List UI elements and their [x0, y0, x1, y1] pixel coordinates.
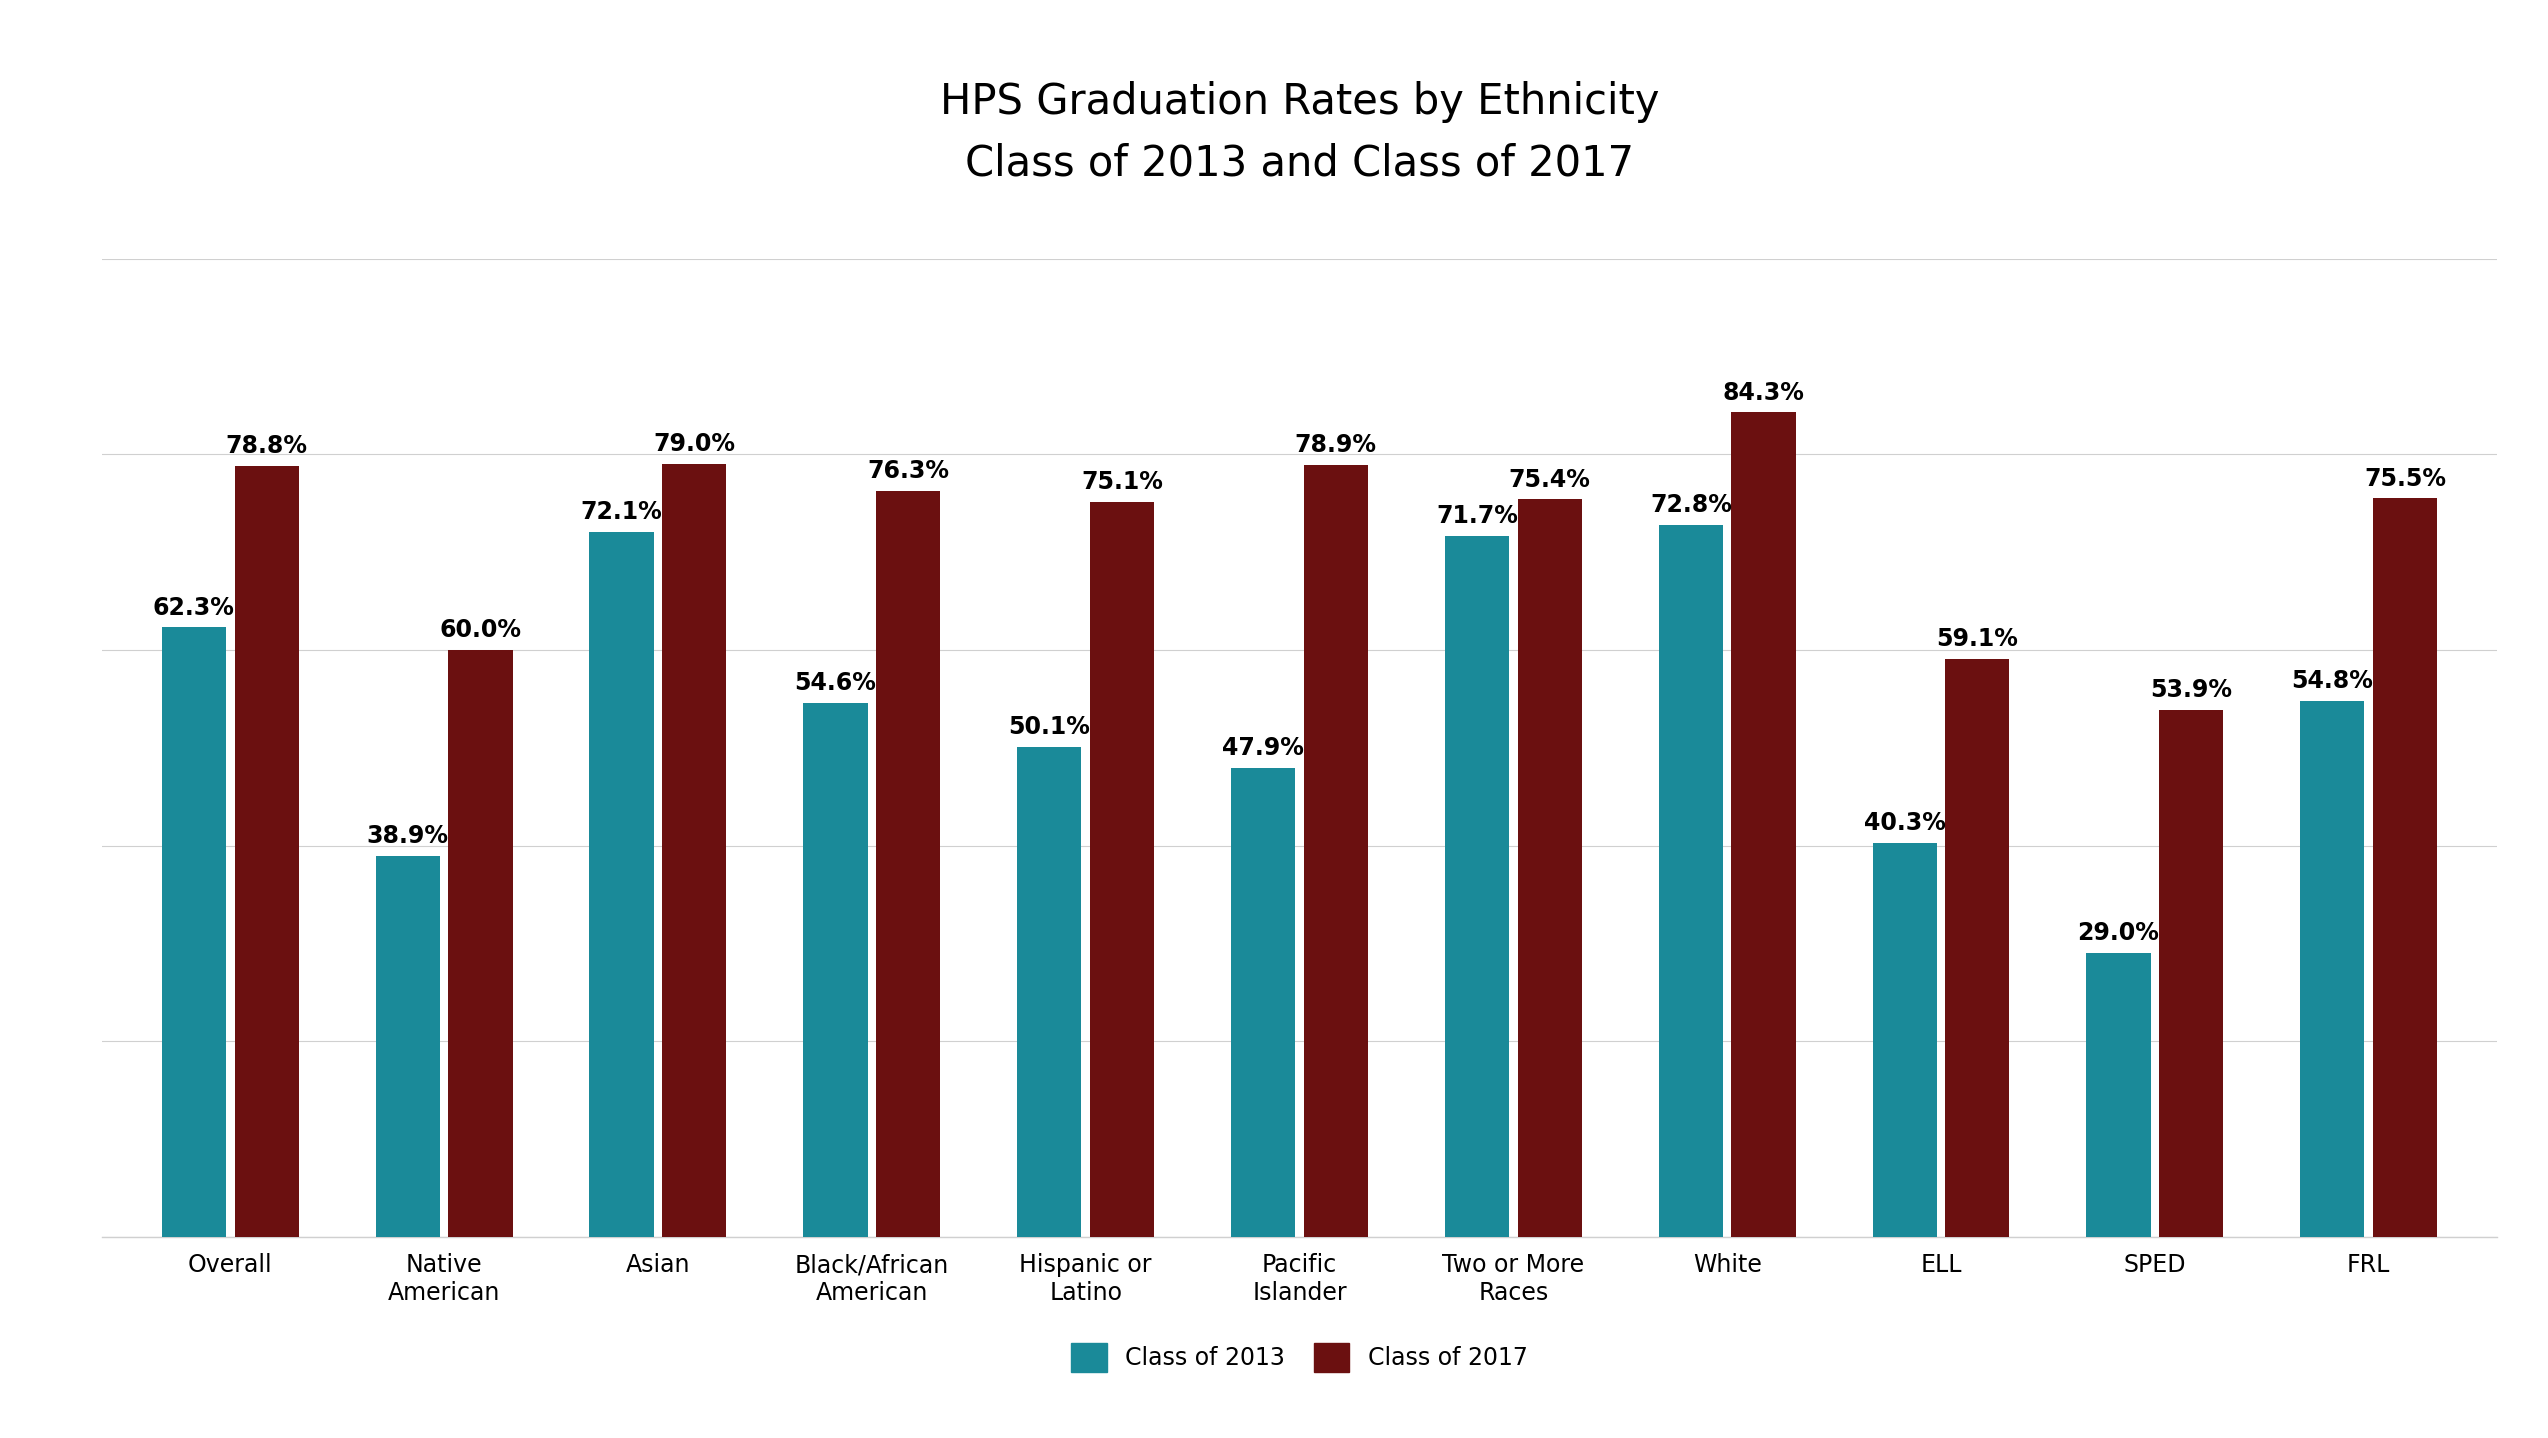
Bar: [1733, 413, 1796, 1237]
Bar: [448, 650, 512, 1237]
Bar: [1017, 746, 1080, 1237]
Text: 72.8%: 72.8%: [1651, 493, 1733, 518]
Bar: [1519, 499, 1582, 1237]
Text: 54.6%: 54.6%: [795, 672, 877, 695]
Bar: [1091, 502, 1154, 1237]
Text: 60.0%: 60.0%: [438, 618, 522, 643]
Bar: [1231, 768, 1294, 1237]
Text: 47.9%: 47.9%: [1223, 736, 1305, 761]
Legend: Class of 2013, Class of 2017: Class of 2013, Class of 2017: [1063, 1333, 1536, 1382]
Text: 62.3%: 62.3%: [153, 595, 234, 620]
Text: 76.3%: 76.3%: [866, 459, 950, 483]
Text: 59.1%: 59.1%: [1936, 627, 2018, 651]
Text: 75.5%: 75.5%: [2365, 466, 2446, 490]
Text: 79.0%: 79.0%: [652, 433, 736, 456]
Bar: [2372, 499, 2438, 1237]
Bar: [589, 532, 655, 1237]
Text: 84.3%: 84.3%: [1722, 381, 1804, 404]
Bar: [877, 490, 940, 1237]
Bar: [2087, 953, 2151, 1237]
Text: 72.1%: 72.1%: [581, 500, 662, 523]
Bar: [1305, 464, 1368, 1237]
Text: 53.9%: 53.9%: [2151, 677, 2232, 702]
Text: 38.9%: 38.9%: [367, 824, 448, 848]
Bar: [803, 703, 866, 1237]
Bar: [234, 466, 298, 1237]
Bar: [2158, 709, 2224, 1237]
Text: 75.1%: 75.1%: [1080, 470, 1162, 495]
Bar: [1873, 843, 1936, 1237]
Bar: [1445, 535, 1508, 1237]
Text: 40.3%: 40.3%: [1863, 811, 1947, 835]
Bar: [2301, 700, 2365, 1237]
Title: HPS Graduation Rates by Ethnicity
Class of 2013 and Class of 2017: HPS Graduation Rates by Ethnicity Class …: [940, 81, 1659, 184]
Text: 29.0%: 29.0%: [2077, 922, 2161, 945]
Text: 75.4%: 75.4%: [1508, 467, 1590, 492]
Bar: [1659, 525, 1722, 1237]
Text: 54.8%: 54.8%: [2291, 669, 2372, 693]
Text: 78.8%: 78.8%: [227, 434, 308, 459]
Bar: [662, 464, 726, 1237]
Text: 78.9%: 78.9%: [1294, 433, 1376, 457]
Bar: [1944, 659, 2010, 1237]
Text: 50.1%: 50.1%: [1009, 715, 1091, 739]
Text: 71.7%: 71.7%: [1437, 503, 1519, 528]
Bar: [161, 627, 227, 1237]
Bar: [375, 856, 441, 1237]
